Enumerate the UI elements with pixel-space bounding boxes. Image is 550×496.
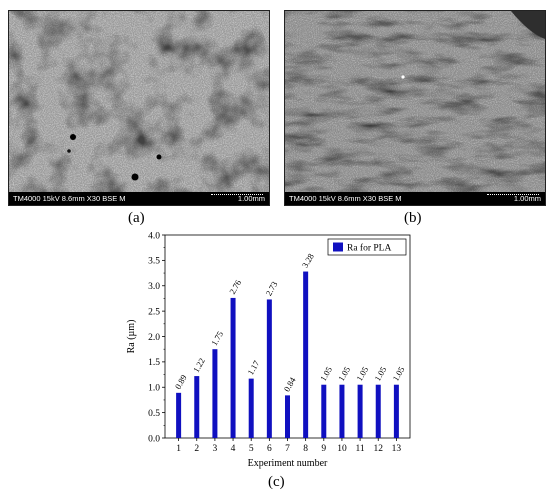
micrograph-b [285, 11, 545, 193]
bar [248, 378, 254, 438]
y-tick-label: 1.0 [148, 384, 160, 394]
data-label: 0.89 [173, 373, 189, 391]
pore-1 [70, 134, 76, 140]
bar [357, 384, 363, 438]
y-tick-label: 0.0 [148, 434, 160, 444]
bar [339, 384, 345, 438]
scale-bar-a [211, 194, 263, 198]
data-label: 1.17 [245, 359, 261, 377]
legend-swatch [333, 242, 343, 252]
x-tick-label: 2 [194, 444, 199, 454]
pore-2 [156, 154, 162, 160]
data-label: 1.05 [336, 365, 352, 383]
dark-corner [511, 11, 545, 39]
data-label: 1.75 [209, 329, 225, 347]
y-tick-label: 0.5 [148, 409, 160, 419]
scale-bar-b [487, 194, 539, 198]
sem-image-a: TM4000 15kV 8.6mm X30 BSE M 1.00mm [8, 10, 270, 206]
bright-particle [401, 75, 405, 79]
y-axis-label: Ra (µm) [126, 320, 137, 354]
bar [375, 384, 381, 438]
x-tick-label: 7 [285, 444, 290, 454]
legend: Ra for PLA [327, 238, 407, 256]
x-axis-label: Experiment number [248, 458, 328, 469]
x-tick-label: 12 [373, 444, 383, 454]
data-label: 1.22 [191, 356, 207, 374]
bar [303, 271, 309, 438]
bar [393, 384, 399, 438]
y-tick-label: 3.0 [148, 282, 160, 292]
y-tick-label: 2.0 [148, 333, 160, 343]
sem-info-bar-b: TM4000 15kV 8.6mm X30 BSE M 1.00mm [285, 192, 545, 205]
sem-info-text-a: TM4000 15kV 8.6mm X30 BSE M [13, 194, 126, 203]
y-tick-label: 3.5 [148, 257, 160, 267]
pore-3 [131, 173, 139, 181]
x-tick-label: 10 [337, 444, 347, 454]
x-tick-label: 11 [356, 444, 365, 454]
bar [230, 297, 236, 438]
bar [285, 395, 290, 438]
legend-box [327, 238, 407, 256]
pore-4 [67, 149, 71, 153]
x-tick-label: 6 [267, 444, 272, 454]
y-tick-label: 2.5 [148, 307, 160, 317]
sem-scale-text-a: 1.00mm [237, 194, 265, 203]
data-label: 1.05 [372, 365, 388, 383]
x-tick-label: 4 [231, 444, 236, 454]
data-label: 0.84 [282, 375, 298, 394]
data-label: 2.73 [263, 280, 279, 298]
bar [266, 299, 272, 438]
bar [194, 376, 200, 438]
data-label: 1.05 [390, 365, 406, 383]
bar [212, 349, 218, 438]
panel-label-c: (c) [268, 474, 285, 490]
x-tick-label: 1 [176, 444, 181, 454]
data-label: 1.05 [318, 365, 334, 383]
micrograph-a [9, 11, 269, 193]
sem-info-text-b: TM4000 15kV 8.6mm X30 BSE M [289, 194, 402, 203]
ra-bar-chart: Ra (µm) Experiment number 0.0 0.5 1.0 1.5 2.… [126, 231, 411, 469]
x-tick-label: 3 [213, 444, 218, 454]
plot-area: 0.0 0.5 1.0 1.5 2.0 2.5 3.0 3.5 4.0 1 0.89 2 1.22 3 1.… [148, 231, 411, 454]
legend-label: Ra for PLA [347, 243, 391, 254]
x-tick-label: 9 [321, 444, 326, 454]
y-tick-label: 1.5 [148, 358, 160, 368]
data-label: 2.76 [227, 278, 243, 296]
panel-label-a: (a) [128, 210, 145, 226]
x-tick-label: 8 [303, 444, 308, 454]
data-label: 1.05 [354, 365, 370, 383]
bar [176, 392, 182, 438]
data-label: 3.28 [300, 252, 316, 270]
sem-info-bar-a: TM4000 15kV 8.6mm X30 BSE M 1.00mm [9, 192, 269, 205]
y-tick-label: 4.0 [148, 231, 160, 241]
bar [321, 384, 327, 438]
x-tick-label: 5 [249, 444, 254, 454]
panel-label-b: (b) [404, 210, 422, 226]
sem-image-b: TM4000 15kV 8.6mm X30 BSE M 1.00mm [284, 10, 546, 206]
sem-scale-text-b: 1.00mm [513, 194, 541, 203]
x-tick-label: 13 [392, 444, 402, 454]
